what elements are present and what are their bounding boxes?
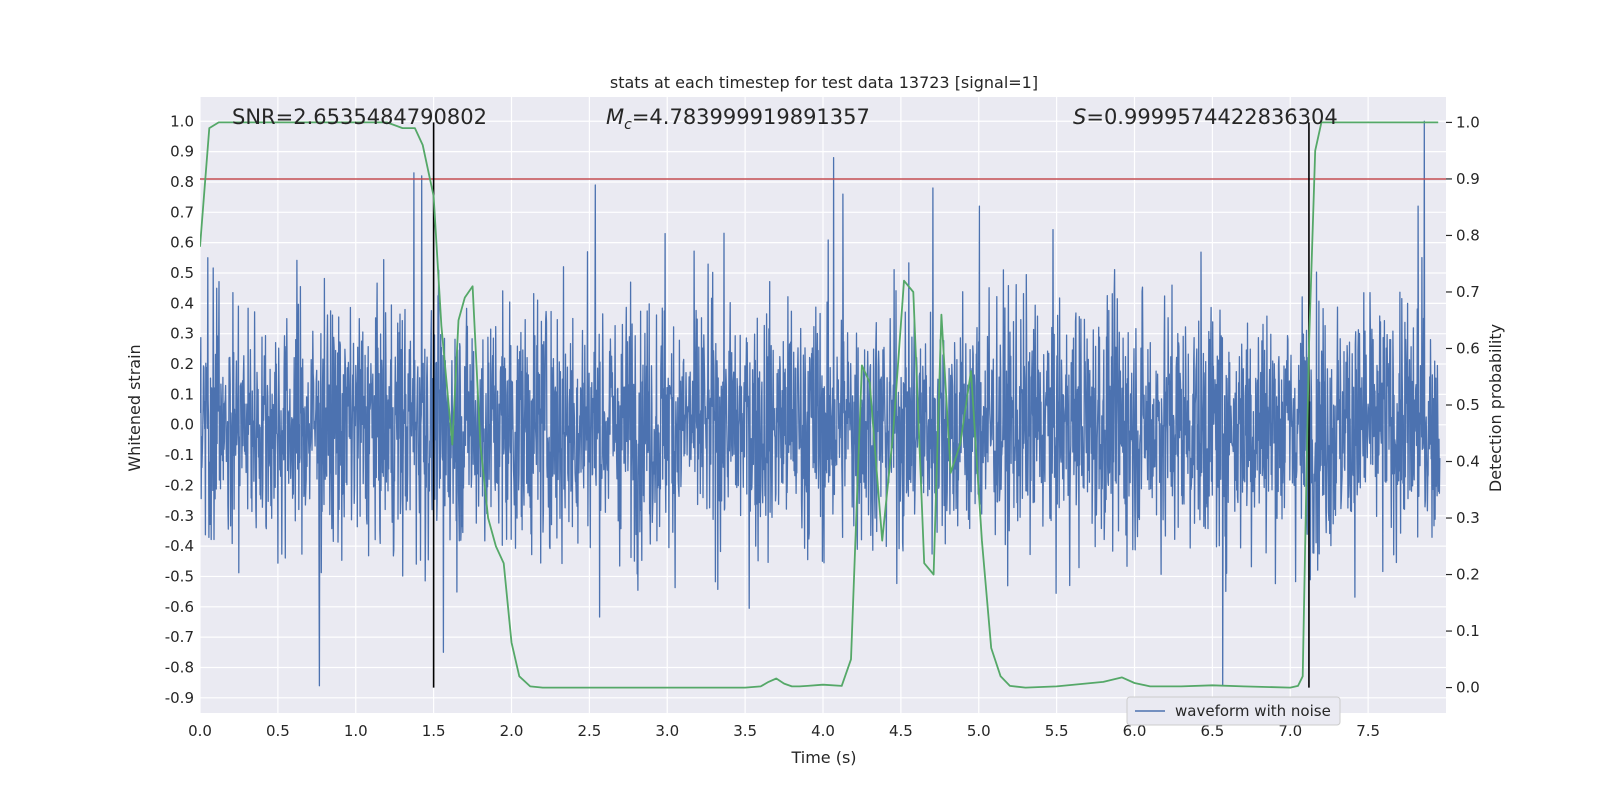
left-tick-label: -0.3 bbox=[165, 507, 194, 525]
x-axis-label: Time (s) bbox=[790, 748, 856, 767]
chirp-mass-annotation: Mc=4.783999919891357 bbox=[606, 105, 870, 133]
right-axis-ticks: 1.0 0.9 0.8 0.7 0.6 0.5 0.4 0.3 0.2 0.1 0.0 bbox=[1446, 113, 1480, 697]
x-tick-label: 5.0 bbox=[967, 722, 991, 740]
left-tick-label: -0.4 bbox=[165, 537, 194, 555]
x-tick-label: 7.5 bbox=[1356, 722, 1380, 740]
waveform-series bbox=[200, 120, 1441, 687]
vertical-lines-group bbox=[432, 122, 1310, 688]
x-tick-label: 6.5 bbox=[1200, 722, 1224, 740]
right-tick-label: 0.3 bbox=[1456, 509, 1480, 527]
x-tick-label: 0.0 bbox=[188, 722, 212, 740]
x-tick-label: 6.0 bbox=[1123, 722, 1147, 740]
left-tick-label: 0.2 bbox=[170, 355, 194, 373]
chart-title: stats at each timestep for test data 137… bbox=[610, 73, 1038, 92]
x-tick-label: 1.5 bbox=[422, 722, 446, 740]
probability-series-group bbox=[200, 121, 1439, 689]
right-tick-label: 0.2 bbox=[1456, 566, 1480, 584]
x-tick-label: 0.5 bbox=[266, 722, 290, 740]
left-tick-label: 0.3 bbox=[170, 325, 194, 343]
score-symbol: S bbox=[1073, 105, 1086, 129]
chirp-mass-symbol: M bbox=[606, 105, 624, 129]
score-value: =0.9999574422836304 bbox=[1086, 105, 1337, 129]
right-tick-label: 0.1 bbox=[1456, 622, 1480, 640]
left-tick-label: 1.0 bbox=[170, 112, 194, 130]
snr-annotation: SNR=2.6535484790802 bbox=[232, 105, 487, 129]
left-tick-label: -0.2 bbox=[165, 476, 194, 494]
right-tick-label: 0.9 bbox=[1456, 170, 1480, 188]
left-axis-label: Whitened strain bbox=[125, 344, 144, 471]
left-tick-label: -0.9 bbox=[165, 689, 194, 707]
waveform-line bbox=[200, 120, 1441, 687]
right-tick-label: 0.5 bbox=[1456, 396, 1480, 414]
chirp-mass-value: =4.783999919891357 bbox=[632, 105, 870, 129]
detection-probability-line bbox=[200, 121, 1439, 689]
x-tick-label: 2.5 bbox=[577, 722, 601, 740]
left-tick-label: -0.5 bbox=[165, 567, 194, 585]
left-tick-label: 0.9 bbox=[170, 143, 194, 161]
x-tick-label: 7.0 bbox=[1278, 722, 1302, 740]
left-tick-label: 0.5 bbox=[170, 264, 194, 282]
left-tick-label: 0.7 bbox=[170, 203, 194, 221]
x-tick-label: 4.0 bbox=[811, 722, 835, 740]
x-tick-label: 2.0 bbox=[500, 722, 524, 740]
legend-label: waveform with noise bbox=[1175, 702, 1331, 720]
legend: waveform with noise bbox=[1126, 696, 1341, 726]
right-tick-label: 0.7 bbox=[1456, 283, 1480, 301]
left-tick-label: -0.1 bbox=[165, 446, 194, 464]
left-tick-label: 0.8 bbox=[170, 173, 194, 191]
x-axis-ticks: 0.0 0.5 1.0 1.5 2.0 2.5 3.0 3.5 4.0 4.5 5.0 5.5 6.0 6… bbox=[188, 722, 1380, 740]
chirp-mass-subscript: c bbox=[624, 117, 632, 133]
left-tick-label: -0.7 bbox=[165, 628, 194, 646]
left-tick-label: 0.6 bbox=[170, 234, 194, 252]
left-tick-label: 0.0 bbox=[170, 416, 194, 434]
left-axis-ticks: 1.0 0.9 0.8 0.7 0.6 0.5 0.4 0.3 0.2 0.1 0.0 -0.1 -0.… bbox=[165, 112, 194, 707]
x-tick-label: 3.5 bbox=[733, 722, 757, 740]
x-tick-label: 3.0 bbox=[655, 722, 679, 740]
left-tick-label: -0.8 bbox=[165, 658, 194, 676]
left-tick-label: 0.1 bbox=[170, 385, 194, 403]
right-tick-label: 0.0 bbox=[1456, 679, 1480, 697]
left-tick-label: 0.4 bbox=[170, 294, 194, 312]
left-tick-label: -0.6 bbox=[165, 598, 194, 616]
right-axis-label: Detection probability bbox=[1486, 324, 1505, 492]
right-tick-label: 0.4 bbox=[1456, 453, 1480, 471]
right-tick-label: 0.8 bbox=[1456, 226, 1480, 244]
score-annotation: S=0.9999574422836304 bbox=[1073, 105, 1338, 129]
x-tick-label: 5.5 bbox=[1045, 722, 1069, 740]
right-tick-label: 0.6 bbox=[1456, 339, 1480, 357]
x-tick-label: 4.5 bbox=[889, 722, 913, 740]
right-tick-label: 1.0 bbox=[1456, 113, 1480, 131]
x-tick-label: 1.0 bbox=[344, 722, 368, 740]
